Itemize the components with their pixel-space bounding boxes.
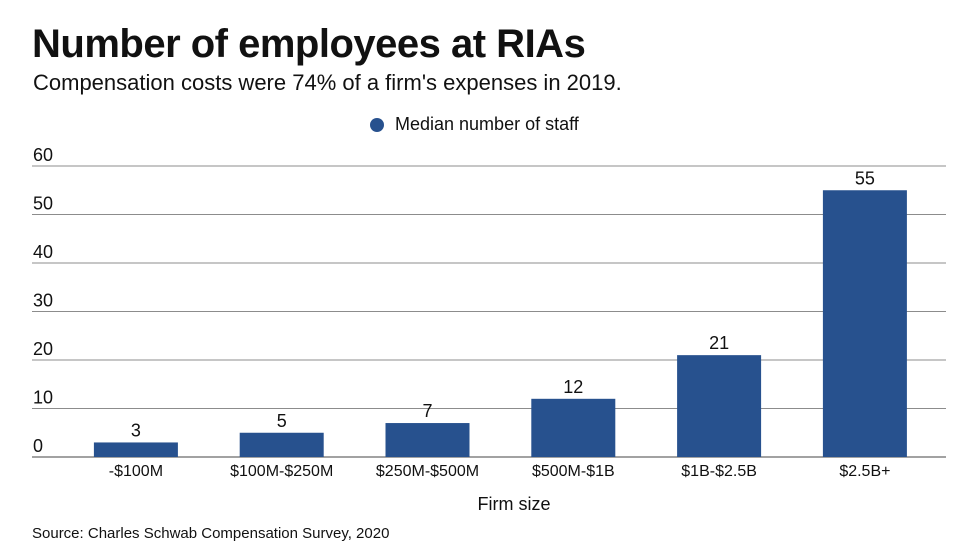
bar [239, 432, 324, 457]
x-tick-label: $2.5B+ [839, 463, 890, 480]
data-label: 3 [131, 420, 141, 440]
data-label: 5 [277, 411, 287, 431]
y-tick-label: 10 [33, 388, 53, 408]
legend: Median number of staff [370, 114, 579, 135]
x-tick-label: $1B-$2.5B [681, 463, 757, 480]
legend-marker [370, 117, 384, 132]
y-tick-label: 60 [33, 145, 53, 165]
data-label: 7 [422, 401, 432, 421]
x-tick-label: $100M-$250M [230, 463, 333, 480]
y-tick-label: 20 [33, 339, 53, 359]
bar [531, 398, 616, 457]
x-tick-label: $500M-$1B [532, 463, 615, 480]
data-label: 55 [855, 168, 875, 188]
chart-subtitle: Compensation costs were 74% of a firm's … [33, 70, 622, 95]
bar [677, 355, 762, 457]
legend-label: Median number of staff [395, 114, 579, 134]
chart-title: Number of employees at RIAs [32, 22, 586, 66]
source-note: Source: Charles Schwab Compensation Surv… [32, 525, 390, 542]
bar [385, 423, 470, 457]
y-tick-label: 40 [33, 242, 53, 262]
data-label: 12 [563, 377, 583, 397]
x-tick-label: $250M-$500M [376, 463, 479, 480]
bar [822, 190, 907, 457]
y-tick-label: 30 [33, 291, 53, 311]
bar [93, 442, 178, 457]
data-label: 21 [709, 333, 729, 353]
y-tick-label: 0 [33, 436, 43, 456]
y-tick-label: 50 [33, 194, 53, 214]
x-axis-title: Firm size [478, 494, 551, 514]
x-tick-label: -$100M [109, 463, 163, 480]
